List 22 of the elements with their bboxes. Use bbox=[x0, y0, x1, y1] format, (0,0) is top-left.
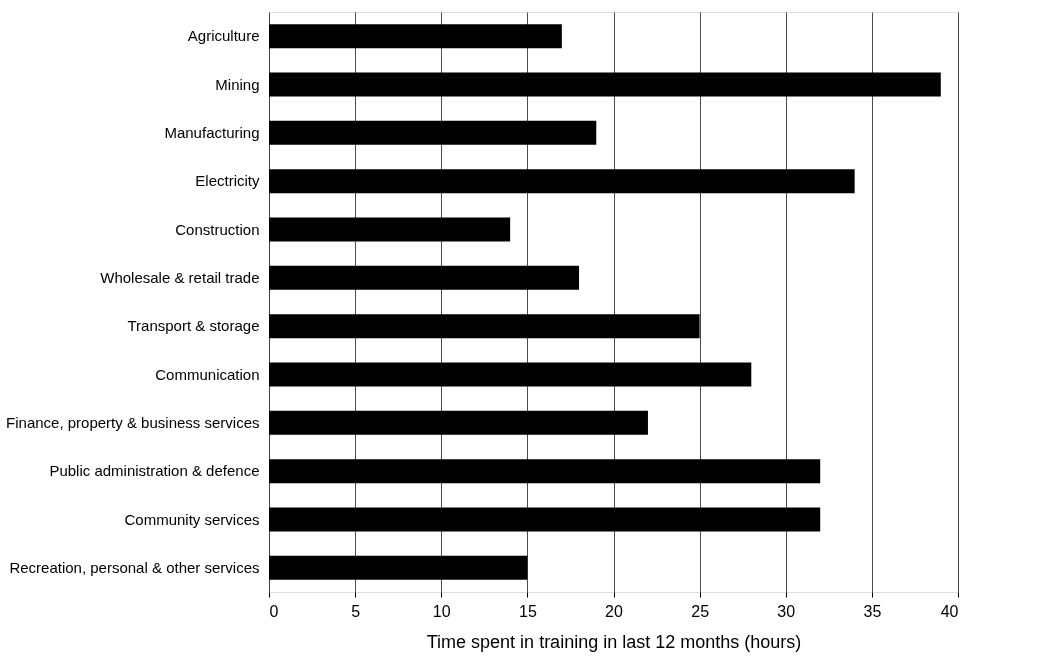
y-tick-label: Wholesale & retail trade bbox=[100, 268, 260, 286]
x-axis-title: Time spent in training in last 12 months (hours) bbox=[426, 631, 802, 652]
y-tick-label: Finance, property & business services bbox=[6, 413, 260, 431]
x-tick-label: 40 bbox=[940, 602, 959, 620]
y-tick-label: Recreation, personal & other services bbox=[9, 558, 260, 576]
y-tick-label: Construction bbox=[175, 220, 260, 238]
y-tick-label: Agriculture bbox=[187, 27, 260, 45]
x-tick-label: 0 bbox=[269, 602, 279, 620]
x-tick-label: 5 bbox=[351, 602, 361, 620]
x-tick-label: 15 bbox=[518, 602, 537, 620]
y-tick-label: Communication bbox=[155, 365, 260, 383]
x-tick-label: 20 bbox=[605, 602, 623, 620]
x-tick-label: 10 bbox=[432, 602, 451, 620]
y-tick-label: Transport & storage bbox=[127, 317, 260, 335]
x-tick-label: 30 bbox=[777, 602, 796, 620]
y-tick-label: Community services bbox=[124, 510, 260, 528]
y-tick-label: Mining bbox=[215, 75, 260, 93]
x-tick-label: 35 bbox=[863, 602, 882, 620]
y-tick-label: Manufacturing bbox=[164, 123, 260, 141]
y-tick-label: Public administration & defence bbox=[49, 462, 260, 480]
x-tick-label: 25 bbox=[691, 602, 710, 620]
y-tick-label: Electricity bbox=[195, 172, 260, 190]
